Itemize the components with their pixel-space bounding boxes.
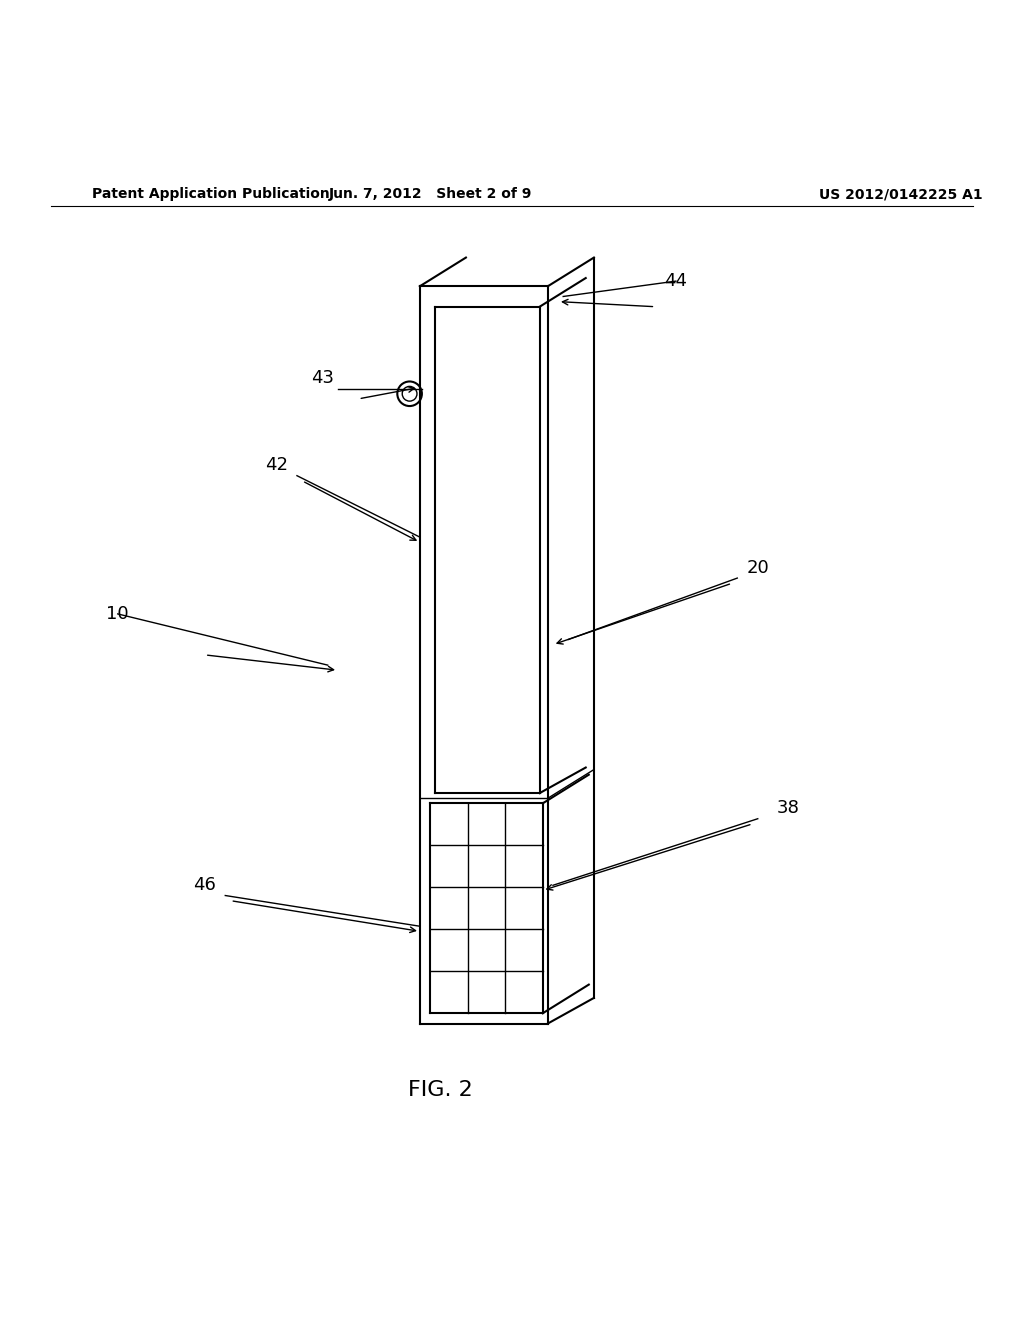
Text: 42: 42: [265, 457, 288, 474]
Text: 44: 44: [665, 272, 687, 290]
Text: Jun. 7, 2012   Sheet 2 of 9: Jun. 7, 2012 Sheet 2 of 9: [329, 187, 531, 201]
Text: 10: 10: [106, 605, 129, 623]
Text: FIG. 2: FIG. 2: [408, 1080, 473, 1100]
Text: 38: 38: [777, 800, 800, 817]
Text: 46: 46: [194, 876, 216, 894]
Text: Patent Application Publication: Patent Application Publication: [92, 187, 330, 201]
Text: US 2012/0142225 A1: US 2012/0142225 A1: [819, 187, 983, 201]
Text: 43: 43: [311, 370, 334, 387]
Text: 20: 20: [746, 558, 769, 577]
